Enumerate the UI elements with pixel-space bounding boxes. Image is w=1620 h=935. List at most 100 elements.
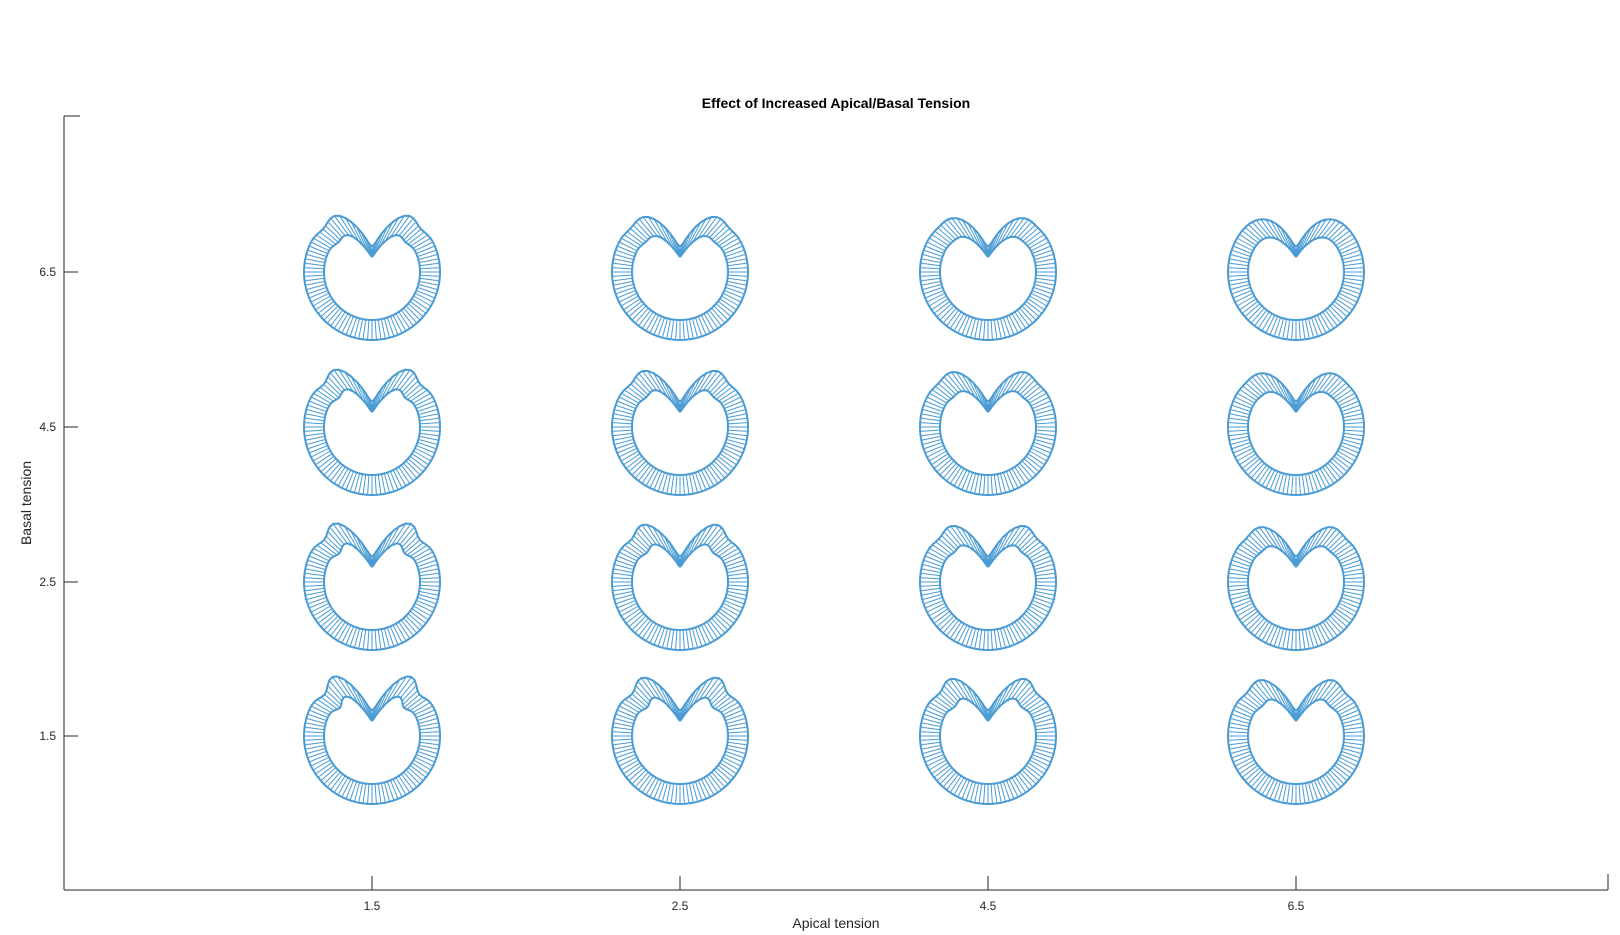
cell-edge: [668, 696, 679, 719]
cell-edge: [1304, 783, 1310, 803]
cell-edge: [375, 226, 388, 252]
cell-edge: [1333, 300, 1351, 314]
cell-edge: [324, 694, 341, 709]
cell-edge: [417, 441, 437, 450]
cell-edge: [1275, 532, 1289, 557]
cell-edge: [419, 741, 440, 746]
cell-edge: [362, 319, 367, 340]
cell-edge: [628, 303, 645, 318]
cell-edge: [980, 392, 988, 412]
cell-edge: [1005, 780, 1015, 799]
cell-edge: [1241, 455, 1259, 469]
cell-edge: [344, 217, 360, 242]
cell-edge: [330, 464, 344, 482]
cell-edge: [379, 376, 394, 402]
cell-edge: [615, 713, 635, 722]
cell-edge: [304, 741, 325, 746]
cell-edge: [406, 542, 424, 556]
cell-edge: [920, 262, 941, 267]
cell-edge: [1228, 584, 1249, 587]
cell-edge: [996, 629, 1002, 649]
cell-edge: [1254, 464, 1268, 482]
cell-edge: [989, 232, 1000, 255]
cell-edge: [419, 435, 439, 441]
cell-edge: [1341, 750, 1361, 759]
cell-edge: [945, 681, 961, 700]
cell-edge: [1327, 462, 1342, 479]
cell-edge: [670, 629, 675, 650]
cell-edge: [1277, 473, 1285, 493]
cell-edge: [1244, 458, 1261, 473]
cell-edge: [694, 627, 703, 647]
cell-edge: [1229, 435, 1249, 441]
cell-edge: [969, 628, 977, 648]
cell-edge: [1275, 377, 1289, 403]
cell-edge: [1033, 286, 1053, 295]
cell-edge: [921, 435, 941, 441]
cell-edge: [727, 429, 748, 432]
cell-edge: [1310, 472, 1319, 492]
cell-edge: [1010, 371, 1026, 392]
cell-edge: [631, 539, 648, 554]
cell-edge: [647, 216, 663, 239]
cell-edge: [661, 473, 669, 493]
cell-edge: [1322, 311, 1335, 329]
cell-edge: [1034, 593, 1054, 601]
cell-edge: [614, 408, 634, 416]
cell-edge: [1033, 404, 1053, 413]
cell-edge: [1033, 441, 1053, 450]
cell-edge: [1291, 783, 1294, 804]
cell-edge: [711, 380, 727, 396]
cell-edge: [711, 462, 726, 479]
cell-edge: [1021, 383, 1039, 398]
cell-edge: [1028, 701, 1047, 713]
cell-edge: [721, 295, 740, 307]
cell-edge: [713, 383, 730, 398]
cell-edge: [360, 232, 371, 255]
cell-edge: [1335, 608, 1353, 621]
cell-edge: [703, 777, 715, 796]
cell-edge: [1284, 696, 1295, 719]
cell-edge: [657, 781, 666, 801]
cell-edge: [698, 370, 713, 393]
cell-edge: [1337, 547, 1355, 559]
cell-edge: [727, 258, 747, 264]
cell-edge: [1319, 623, 1331, 642]
cell-edge: [1239, 453, 1257, 466]
cell-edge: [954, 678, 970, 701]
cell-edge: [391, 523, 407, 546]
cell-edge: [418, 408, 438, 416]
cell-edge: [706, 775, 719, 793]
cell-edge: [699, 677, 715, 700]
cell-edge: [395, 468, 407, 487]
cell-edge: [631, 615, 647, 631]
cell-edge: [1244, 613, 1261, 628]
cell-edge: [377, 783, 382, 804]
cell-edge: [999, 473, 1007, 493]
cell-edge: [1236, 237, 1255, 249]
cell-edge: [612, 731, 633, 734]
cell-edge: [1006, 678, 1022, 701]
cell-edge: [921, 590, 941, 596]
cell-edge: [1327, 307, 1342, 324]
cell-edge: [364, 547, 372, 567]
cell-edge: [1021, 305, 1037, 321]
cell-edge: [1032, 245, 1051, 255]
cell-edge: [1335, 298, 1353, 311]
cell-edge: [978, 629, 983, 650]
cell-edge: [664, 227, 677, 252]
cell-edge: [1019, 535, 1035, 551]
cell-edge: [923, 404, 943, 413]
cell-edge: [305, 435, 325, 441]
cell-edge: [304, 267, 325, 270]
cell-edge: [1251, 531, 1267, 548]
cell-edge: [634, 617, 649, 634]
cell-edge: [309, 400, 328, 410]
cell-edge: [1277, 318, 1285, 338]
cell-edge: [1291, 319, 1294, 340]
cell-edge: [613, 413, 633, 419]
cell-edge: [418, 438, 438, 446]
cell-edge: [613, 280, 633, 286]
cell-edge: [645, 777, 657, 796]
cell-edge: [399, 526, 415, 545]
